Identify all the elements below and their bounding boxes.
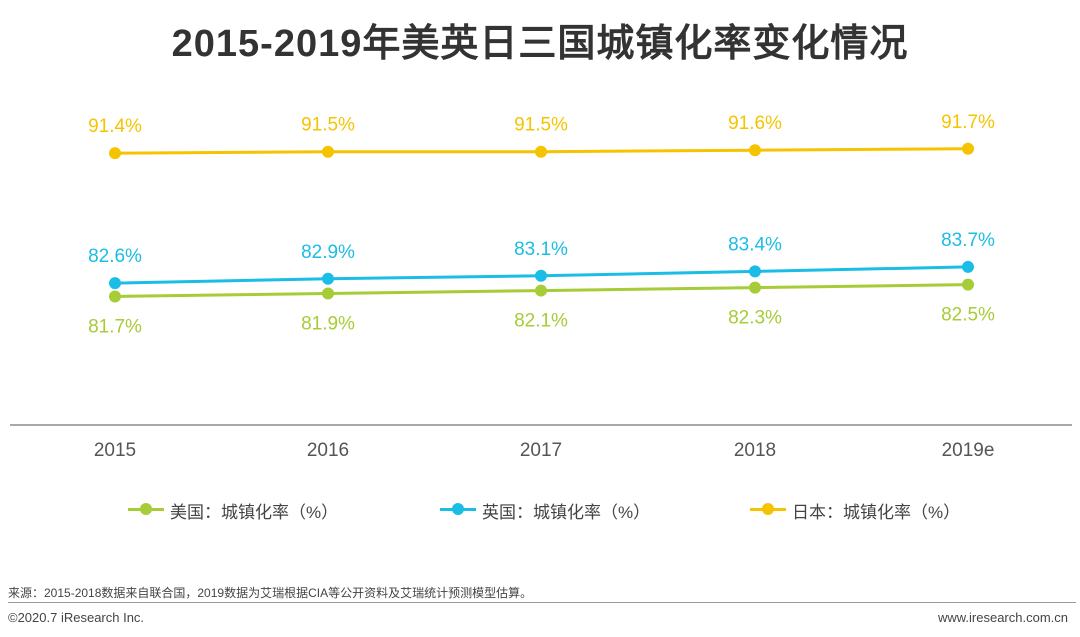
data-label: 83.4% bbox=[728, 234, 782, 255]
data-point bbox=[535, 284, 547, 297]
data-label: 83.7% bbox=[941, 230, 995, 251]
legend-label-uk: 英国：城镇化率（%） bbox=[482, 502, 651, 522]
legend-item-japan: 日本：城镇化率（%） bbox=[750, 496, 960, 524]
x-tick-label: 2019e bbox=[942, 440, 995, 461]
data-point bbox=[322, 272, 334, 285]
data-label: 91.6% bbox=[728, 113, 782, 134]
copyright: ©2020.7 iResearch Inc. bbox=[8, 610, 145, 625]
chart-title: 2015-2019年美英日三国城镇化率变化情况 bbox=[171, 23, 909, 65]
website-link[interactable]: www.iresearch.com.cn bbox=[937, 610, 1068, 625]
data-point bbox=[109, 277, 121, 290]
data-label: 82.1% bbox=[514, 311, 568, 332]
legend-swatch-uk bbox=[440, 496, 476, 524]
data-point bbox=[109, 290, 121, 303]
data-point bbox=[962, 142, 974, 155]
data-point bbox=[109, 147, 121, 160]
data-label: 82.3% bbox=[728, 308, 782, 329]
x-tick-label: 2017 bbox=[520, 440, 562, 461]
data-label: 82.5% bbox=[941, 305, 995, 326]
data-point bbox=[322, 287, 334, 300]
data-label: 82.9% bbox=[301, 242, 355, 263]
x-tick-label: 2016 bbox=[307, 440, 349, 461]
data-point bbox=[535, 269, 547, 282]
legend-swatch-us bbox=[128, 496, 164, 524]
legend-label-us: 美国：城镇化率（%） bbox=[170, 502, 339, 522]
data-label: 82.6% bbox=[88, 246, 142, 267]
data-label: 81.9% bbox=[301, 314, 355, 335]
x-tick-label: 2015 bbox=[94, 440, 136, 461]
data-point bbox=[962, 278, 974, 291]
data-point bbox=[749, 281, 761, 294]
data-label: 83.1% bbox=[514, 239, 568, 260]
data-point bbox=[749, 265, 761, 278]
data-label: 91.5% bbox=[301, 115, 355, 136]
data-point bbox=[322, 145, 334, 158]
line-chart: 2015 2016 2017 2018 2019e 81.7% 81.9% 82.1% 82.3… bbox=[10, 112, 1072, 461]
legend: 美国：城镇化率（%） 英国：城镇化率（%） 日本：城镇化率（%） bbox=[0, 496, 1080, 524]
legend-item-us: 美国：城镇化率（%） bbox=[128, 496, 338, 524]
source-note: 来源：2015-2018数据来自联合国，2019数据为艾瑞根据CIA等公开资料及… bbox=[8, 586, 533, 600]
data-point bbox=[535, 145, 547, 158]
data-label: 91.4% bbox=[88, 116, 142, 137]
data-point bbox=[962, 260, 974, 273]
x-tick-label: 2018 bbox=[734, 440, 776, 461]
legend-item-uk: 英国：城镇化率（%） bbox=[440, 496, 650, 524]
data-label: 81.7% bbox=[88, 316, 142, 337]
footer-divider bbox=[8, 602, 1076, 603]
legend-swatch-japan bbox=[750, 496, 786, 524]
data-label: 91.7% bbox=[941, 112, 995, 133]
data-label: 91.5% bbox=[514, 115, 568, 136]
legend-label-japan: 日本：城镇化率（%） bbox=[792, 502, 961, 522]
data-point bbox=[749, 144, 761, 157]
